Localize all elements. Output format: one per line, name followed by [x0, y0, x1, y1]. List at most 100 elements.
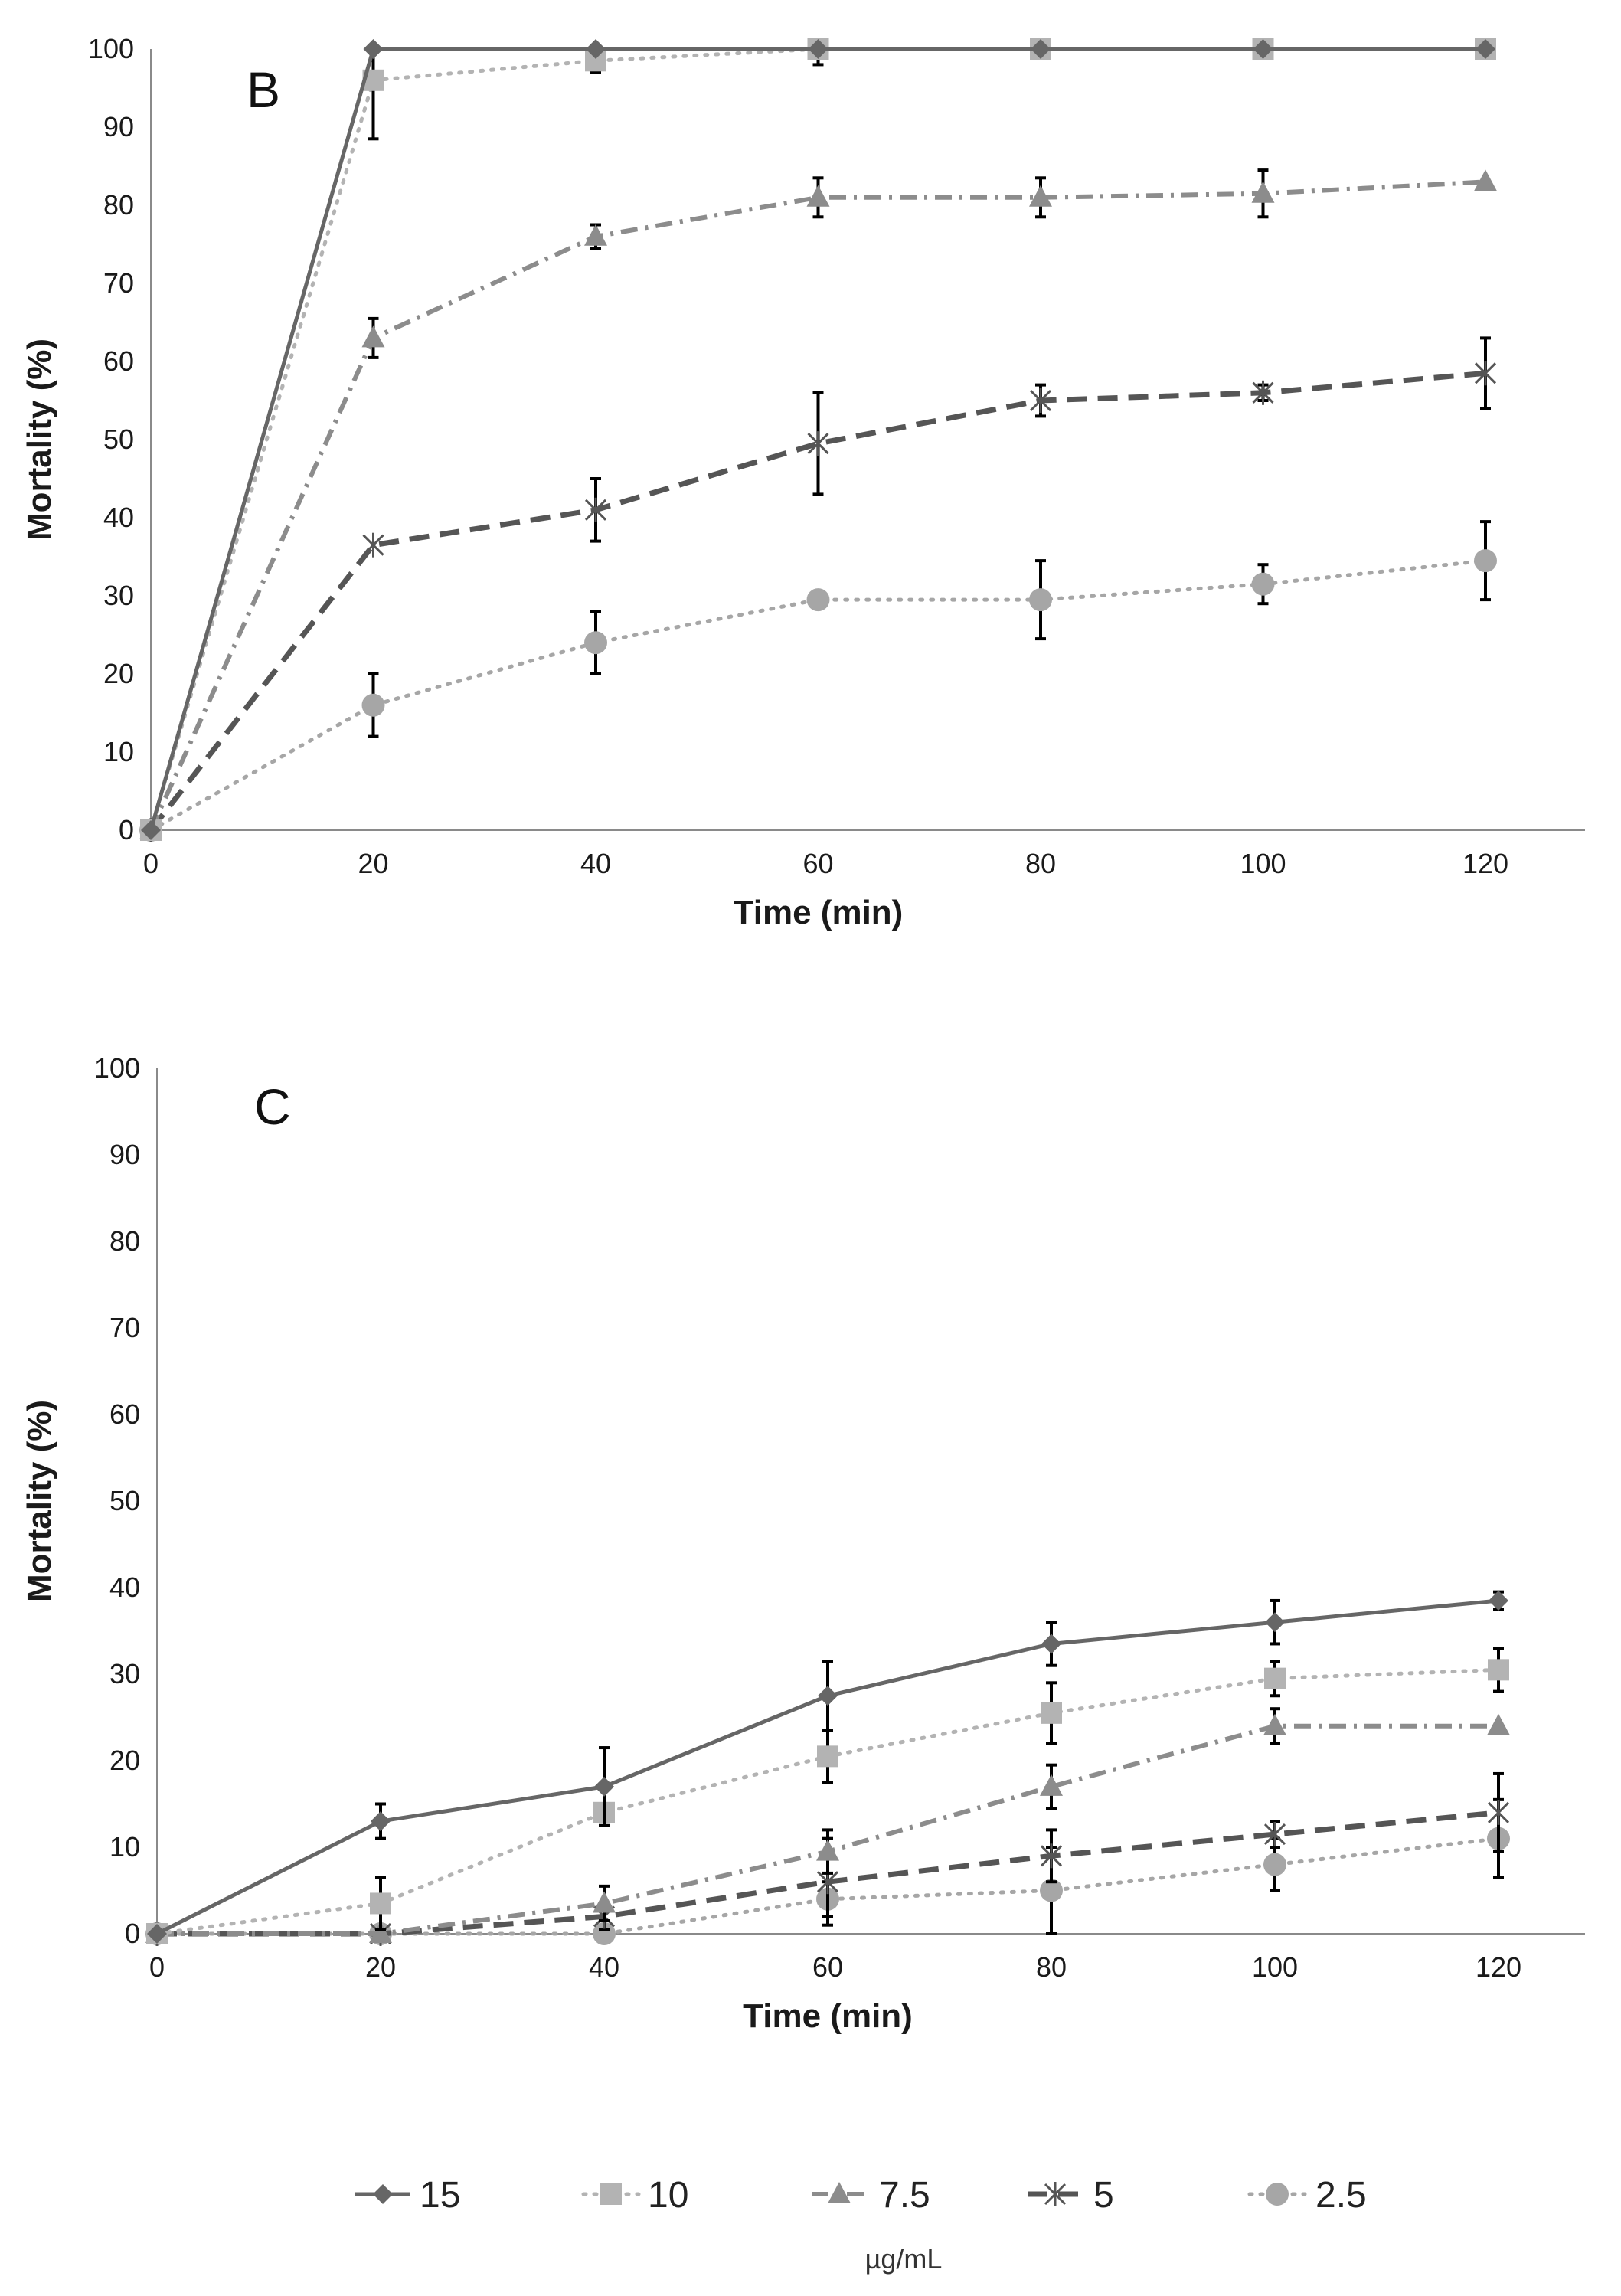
panel-c-data-point	[1041, 1702, 1062, 1724]
panel-c-series-15	[147, 1590, 1508, 1944]
panel-c-data-point	[593, 1891, 616, 1913]
panel-b-y-tick-label: 90	[103, 111, 134, 142]
panel-b-y-tick-label: 40	[103, 502, 134, 533]
panel-c-data-point	[816, 1839, 839, 1861]
legend-line-15	[355, 2184, 410, 2204]
panel-c-y-tick-label: 10	[109, 1831, 140, 1863]
panel-c-data-point	[1265, 1612, 1285, 1633]
panel-c-y-tick-label: 0	[125, 1918, 140, 1949]
panel-b-y-tick-label: 100	[88, 33, 134, 64]
panel-c-y-tick-label: 60	[109, 1398, 140, 1430]
panel-b-y-axis-title: Mortality (%)	[21, 339, 58, 541]
panel-c-series-7-5	[145, 1707, 1510, 1943]
panel-c-y-tick-label: 80	[109, 1225, 140, 1257]
legend-marker	[1044, 2182, 1067, 2206]
panel-c-x-tick-label: 120	[1476, 1951, 1521, 1983]
panel-b-x-tick-label: 0	[143, 848, 159, 879]
panel-c-data-point	[1488, 1659, 1509, 1681]
panel-c-series-10	[146, 1647, 1509, 1944]
panel-b-y-tick-label: 30	[103, 580, 134, 611]
panel-c-y-tick-label: 90	[109, 1139, 140, 1170]
legend-marker	[600, 2183, 622, 2205]
panel-b-series-line	[149, 179, 1486, 832]
panel-c-data-point	[1264, 1667, 1286, 1689]
panel-b-data-point	[584, 497, 607, 522]
legend-marker	[828, 2182, 851, 2203]
panel-b-x-axis-title: Time (min)	[734, 894, 904, 931]
panel-b-data-point	[1252, 380, 1274, 405]
panel-b-data-point	[1474, 169, 1497, 191]
panel-c-data-point	[1263, 1713, 1286, 1735]
panel-b-data-point	[1029, 185, 1052, 207]
panel-c-x-tick-label: 60	[812, 1951, 843, 1983]
legend-item-15: 15	[355, 2175, 460, 2216]
panel-c-data-point	[1263, 1822, 1286, 1847]
panel-b-data-point	[141, 820, 161, 840]
legend-label-2-5: 2.5	[1315, 2175, 1367, 2216]
legend-label-10: 10	[648, 2175, 688, 2216]
panel-b-data-point	[1029, 588, 1052, 612]
panel-b-x-tick-label: 120	[1462, 848, 1508, 879]
panel-b-data-point	[362, 532, 384, 558]
panel-b-data-point	[586, 39, 606, 59]
panel-c-data-point	[593, 1922, 616, 1945]
panel-b-y-tick-label: 80	[103, 189, 134, 221]
panel-c-data-point	[818, 1686, 838, 1706]
panel-c-y-tick-label: 70	[109, 1312, 140, 1343]
panel-c-data-point	[371, 1811, 391, 1832]
legend-marker	[1266, 2183, 1289, 2206]
legend-line-2-5	[1247, 2183, 1307, 2206]
panel-b-x-tick-label: 80	[1025, 848, 1056, 879]
panel-b-data-point	[808, 39, 828, 59]
panel-c-y-tick-label: 20	[109, 1745, 140, 1776]
panel-b-y-tick-label: 20	[103, 658, 134, 689]
legend-item-2-5: 2.5	[1247, 2175, 1367, 2216]
panel-c-x-tick-label: 80	[1036, 1951, 1067, 1983]
panel-b-y-tick-label: 70	[103, 267, 134, 299]
legend-label-5: 5	[1093, 2175, 1114, 2216]
panel-b-data-point	[806, 185, 830, 207]
panel-b-label: B	[247, 61, 280, 118]
panel-c-data-point	[1040, 1843, 1063, 1869]
panel-b-series-15	[141, 39, 1495, 840]
panel-b-data-point	[1251, 572, 1275, 596]
panel-b-data-point	[361, 325, 385, 348]
panel-b-data-point	[361, 693, 385, 717]
panel-b-data-point	[1474, 549, 1497, 573]
panel-c-x-axis-title: Time (min)	[743, 1997, 913, 2035]
panel-c-data-point	[594, 1776, 614, 1797]
panel-c-x-tick-label: 100	[1252, 1951, 1298, 1983]
panel-b-y-tick-label: 10	[103, 736, 134, 767]
panel-b-data-point	[584, 631, 607, 655]
panel-b-data-point	[1029, 388, 1052, 413]
panel-c-data-point	[1487, 1800, 1510, 1825]
panel-b-x-tick-label: 20	[358, 848, 388, 879]
panel-c-x-tick-label: 20	[365, 1951, 396, 1983]
panel-b-data-point	[584, 224, 607, 246]
legend-item-10: 10	[581, 2175, 688, 2216]
panel-b-x-tick-label: 40	[580, 848, 611, 879]
panel-c-data-point	[147, 1924, 167, 1944]
panel-c-label: C	[254, 1078, 291, 1135]
panel-b-series-2-5	[139, 520, 1497, 842]
legend-line-10	[581, 2183, 641, 2205]
panel-b-data-point	[807, 431, 829, 456]
panel-c-data-point	[1041, 1634, 1061, 1654]
panel-c-y-tick-label: 30	[109, 1658, 140, 1689]
legend-item-5: 5	[1028, 2175, 1114, 2216]
panel-c-y-tick-label: 40	[109, 1572, 140, 1603]
panel-b-data-point	[1251, 181, 1275, 203]
panel-c-x-tick-label: 40	[589, 1951, 619, 1983]
panel-c-data-point	[369, 1922, 392, 1943]
panel-b-chart: 0 10 20 30 40 50 60 70 80 90 100 0 20 40 60 80 100 120 Tim…	[21, 33, 1585, 931]
legend-line-5	[1028, 2182, 1083, 2206]
panel-c-data-point	[1040, 1774, 1063, 1796]
legend: 15 10 7.5 5 2.5 µg/mL	[355, 2175, 1367, 2275]
panel-b-y-tick-label: 50	[103, 424, 134, 455]
panel-b-data-point	[806, 588, 830, 612]
panel-b-data-point	[1476, 39, 1495, 59]
panel-c-data-point	[370, 1892, 391, 1915]
panel-b-x-tick-label: 60	[802, 848, 833, 879]
legend-line-7-5	[812, 2182, 867, 2203]
